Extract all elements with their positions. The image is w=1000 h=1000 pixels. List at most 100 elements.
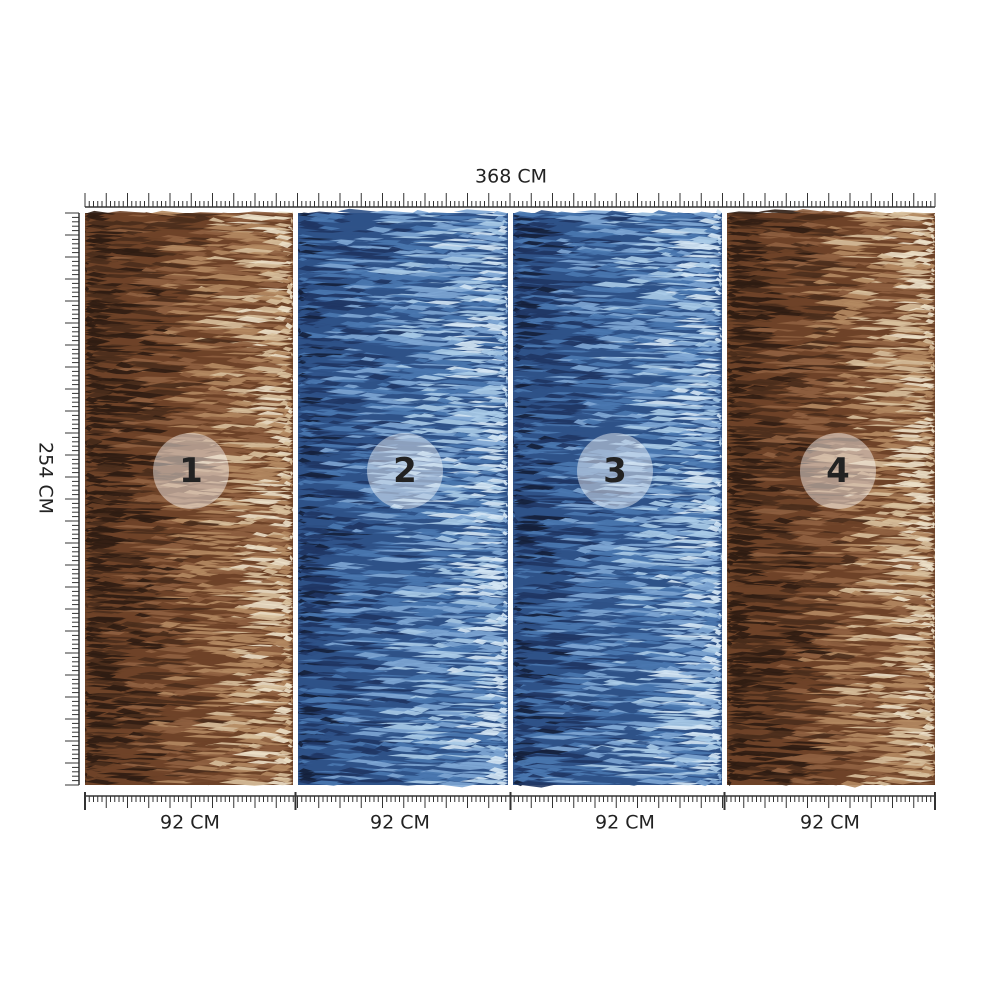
weave-streak [477, 221, 508, 228]
weave-streak [192, 506, 231, 513]
weave-streak [97, 274, 140, 279]
weave-streak [204, 738, 260, 745]
weave-streak [356, 413, 413, 420]
weave-streak [480, 272, 508, 279]
weave-streak [173, 348, 203, 353]
weave-streak [85, 532, 114, 539]
weave-streak [257, 271, 293, 279]
weave-streak [141, 212, 159, 217]
weave-streak [330, 469, 364, 474]
weave-streak [215, 442, 267, 445]
weave-streak [497, 228, 508, 235]
weave-streak [503, 222, 508, 227]
weave-streak [325, 354, 352, 358]
weave-streak [85, 251, 111, 257]
weave-streak [130, 243, 166, 249]
weave-streak [376, 439, 407, 443]
weave-streak [162, 396, 207, 403]
weave-streak [399, 419, 437, 426]
weave-streak [203, 225, 255, 231]
weave-streak [273, 233, 293, 238]
weave-streak [220, 723, 266, 730]
weave-streak [298, 503, 308, 506]
weave-streak [363, 379, 395, 385]
weave-streak [428, 411, 459, 416]
weave-streak [237, 744, 253, 748]
weave-streak [377, 450, 432, 454]
weave-streak [414, 324, 447, 329]
weave-streak [276, 581, 293, 586]
weave-streak [292, 637, 293, 644]
weave-streak [268, 659, 293, 665]
weave-streak [187, 595, 207, 603]
weave-streak [345, 274, 362, 278]
weave-streak [179, 371, 196, 378]
weave-streak [248, 260, 293, 266]
weave-streak [405, 282, 466, 288]
weave-streak [469, 493, 488, 498]
weave-streak [155, 691, 183, 697]
weave-streak [304, 312, 326, 317]
weave-streak [214, 212, 244, 217]
weave-streak [249, 231, 267, 236]
weave-streak [172, 342, 218, 347]
weave-streak [475, 312, 508, 317]
weave-streak [251, 414, 293, 418]
weave-streak [335, 369, 369, 374]
weave-streak [200, 623, 260, 631]
weave-streak [503, 479, 508, 486]
weave-streak [285, 574, 293, 579]
weave-streak [245, 757, 287, 760]
weave-streak [128, 309, 169, 316]
weave-streak [345, 323, 385, 329]
weave-streak [506, 374, 508, 382]
weave-streak [470, 405, 508, 408]
weave-streak [435, 330, 466, 333]
weave-streak [85, 612, 113, 618]
weave-streak [290, 352, 293, 357]
weave-streak [222, 720, 253, 726]
weave-streak [298, 327, 302, 335]
weave-streak [280, 474, 293, 481]
weave-streak [326, 358, 370, 362]
weave-streak [283, 688, 293, 694]
weave-streak [409, 442, 457, 447]
weave-streak [145, 477, 181, 481]
weave-streak [181, 531, 236, 535]
weave-streak [280, 608, 293, 614]
weave-streak [245, 607, 279, 611]
weave-streak [308, 233, 346, 237]
weave-streak [250, 702, 293, 707]
weave-streak [273, 417, 293, 422]
weave-streak [362, 492, 408, 498]
weave-streak [149, 683, 170, 689]
weave-streak [291, 228, 293, 232]
weave-streak [363, 446, 400, 452]
weave-streak [475, 387, 508, 391]
weave-streak [494, 421, 508, 427]
weave-streak [91, 639, 133, 644]
weave-streak [159, 507, 187, 512]
weave-streak [183, 410, 212, 414]
weave-streak [298, 341, 337, 344]
weave-streak [405, 322, 448, 325]
weave-streak [99, 221, 150, 226]
weave-streak [210, 264, 259, 268]
weave-streak [183, 778, 225, 786]
weave-streak [399, 247, 419, 251]
weave-streak [419, 413, 436, 418]
weave-streak [364, 464, 381, 471]
weave-streak [223, 384, 243, 391]
weave-streak [480, 280, 508, 284]
weave-streak [244, 677, 290, 683]
weave-streak [459, 267, 481, 272]
weave-streak [239, 653, 270, 660]
weave-streak [236, 434, 275, 440]
weave-streak [162, 330, 182, 336]
weave-streak [160, 263, 192, 270]
weave-streak [85, 608, 126, 611]
weave-streak [213, 313, 241, 318]
weave-streak [110, 552, 139, 555]
weave-streak [212, 438, 250, 442]
weave-streak [85, 700, 89, 707]
